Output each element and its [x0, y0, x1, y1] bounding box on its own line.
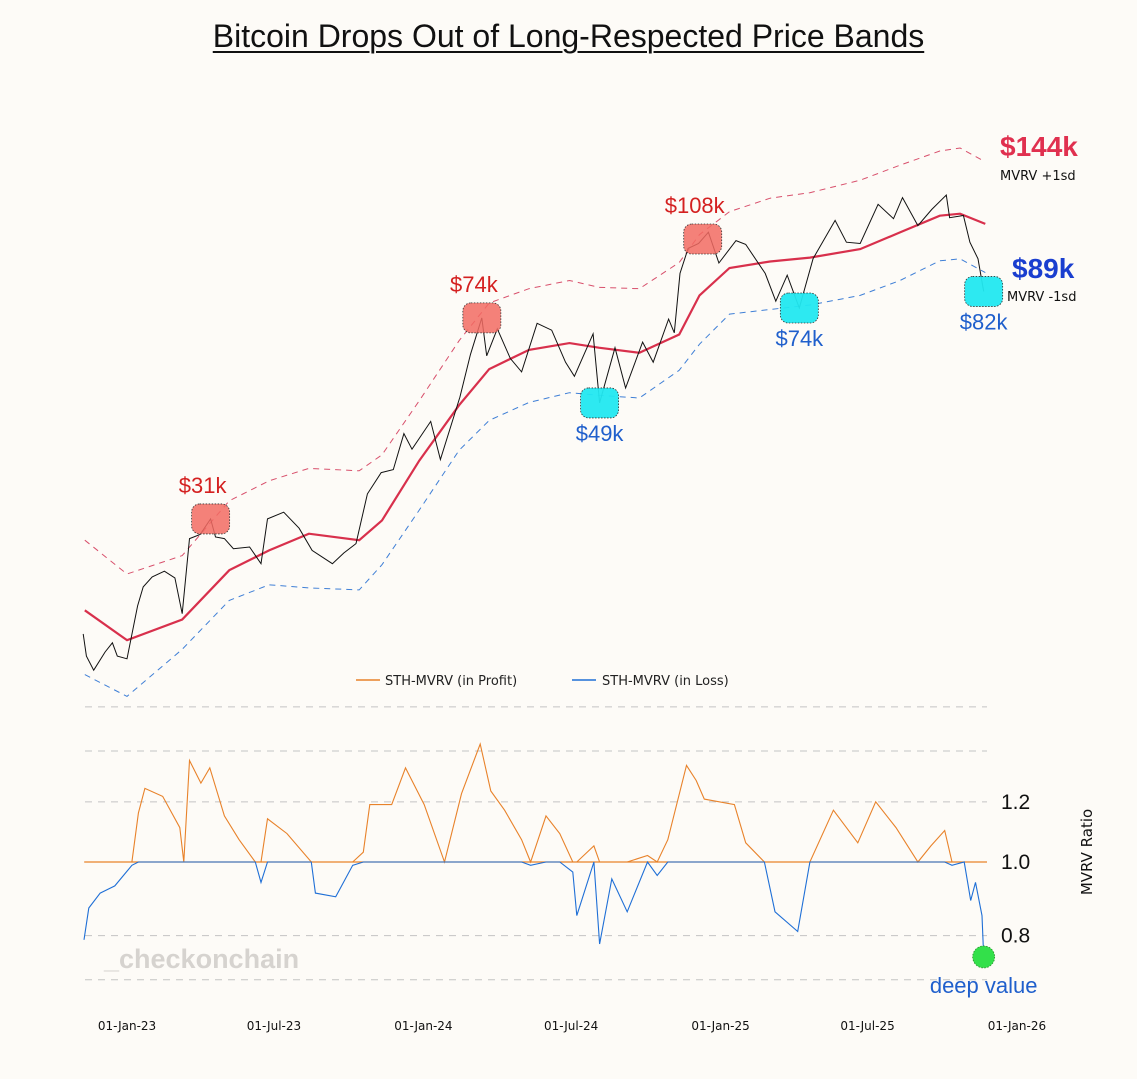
price-line: [82, 193, 985, 672]
trough-label-4: $74k: [775, 326, 824, 351]
trough-marker-5: [964, 276, 1004, 307]
mvrv-loss-line: [83, 860, 985, 957]
deep-value-marker: [972, 945, 996, 969]
y-tick-label: 1.2: [1001, 791, 1030, 814]
lower-band-line: [84, 258, 986, 697]
upper-band-line: [84, 147, 986, 575]
y-axis-label: MVRV Ratio: [1078, 809, 1096, 895]
upper-band-value-label: $144k: [1000, 131, 1078, 162]
x-tick-label: 01-Jan-26: [988, 1019, 1046, 1033]
trough-label-3: $49k: [576, 421, 625, 446]
trough-marker-3: [580, 387, 619, 419]
watermark: _checkonchain: [103, 944, 299, 974]
trough-marker-4: [779, 292, 819, 324]
x-tick-label: 01-Jul-25: [840, 1019, 894, 1033]
peak-marker-1: [462, 302, 502, 334]
mvrv-profit-line: [84, 742, 984, 864]
x-tick-label: 01-Jan-23: [98, 1019, 156, 1033]
legend-profit-label: STH-MVRV (in Profit): [385, 674, 517, 689]
lower-band-caption: MVRV -1sd: [1007, 290, 1076, 305]
static-labels: _checkonchain $144k MVRV +1sd $89k MVRV …: [103, 131, 1096, 974]
mvrv-panel: 0.8 1.0 1.2 deep value 01-Jan-23 01-Jul-23 01-…: [83, 706, 1046, 1033]
peak-label-2: $108k: [665, 193, 726, 218]
price-panel: $31k $74k $108k $49k $74k $82k: [82, 147, 1009, 697]
realized-price-line: [84, 212, 986, 642]
upper-band-caption: MVRV +1sd: [1000, 169, 1076, 184]
x-tick-label: 01-Jul-24: [544, 1019, 598, 1033]
peak-label-0: $31k: [179, 473, 228, 498]
chart-title: Bitcoin Drops Out of Long-Respected Pric…: [212, 18, 925, 54]
trough-label-5: $82k: [960, 309, 1009, 334]
peak-marker-0: [191, 503, 231, 535]
peak-label-1: $74k: [450, 272, 499, 297]
peak-marker-2: [683, 223, 723, 255]
y-tick-label: 1.0: [1001, 851, 1030, 874]
x-tick-label: 01-Jul-23: [247, 1019, 301, 1033]
x-tick-label: 01-Jan-24: [394, 1019, 452, 1033]
legend-loss-label: STH-MVRV (in Loss): [602, 674, 729, 689]
y-tick-label: 0.8: [1001, 925, 1030, 948]
lower-band-value-label: $89k: [1012, 253, 1075, 284]
x-tick-label: 01-Jan-25: [691, 1019, 749, 1033]
deep-value-label: deep value: [930, 973, 1038, 998]
